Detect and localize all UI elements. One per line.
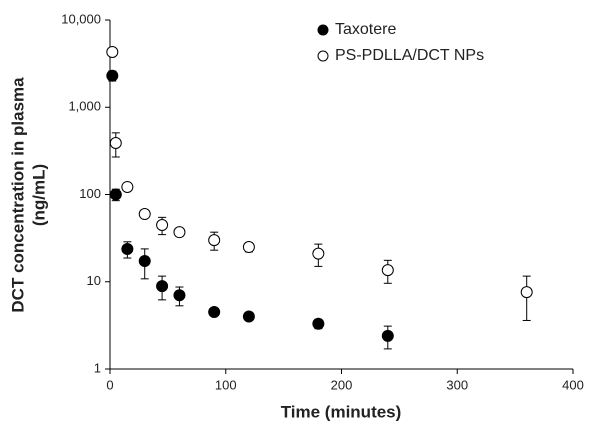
legend-label: Taxotere (335, 21, 396, 38)
point (312, 317, 325, 330)
x-axis-title: Time (minutes) (281, 402, 402, 421)
x-tick-label: 200 (331, 377, 353, 392)
point (520, 286, 533, 299)
point (109, 188, 122, 201)
point (381, 329, 394, 342)
x-tick-label: 300 (446, 377, 468, 392)
point (156, 219, 169, 232)
point (106, 45, 119, 58)
x-tick-label: 0 (106, 377, 113, 392)
legend-label: PS-PDLLA/DCT NPs (335, 47, 484, 64)
point (138, 254, 151, 267)
x-tick-label: 400 (562, 377, 584, 392)
y-tick-label: 10,000 (61, 11, 101, 26)
point (106, 69, 119, 82)
y-tick-label: 1 (94, 360, 101, 375)
y-axis-title-line: (ng/mL) (29, 164, 48, 226)
point (242, 310, 255, 323)
point (242, 241, 255, 254)
legend-marker (317, 24, 329, 36)
point (173, 226, 186, 239)
point (381, 264, 394, 277)
point (208, 306, 221, 319)
y-tick-label: 10 (87, 273, 101, 288)
point (138, 208, 151, 221)
x-tick-label: 100 (215, 377, 237, 392)
legend-marker (317, 50, 329, 62)
y-tick-label: 100 (79, 186, 101, 201)
point (121, 180, 134, 193)
point (121, 243, 134, 256)
point (109, 137, 122, 150)
point (208, 234, 221, 247)
y-axis-title: DCT concentration in plasma (ng/mL) (8, 77, 48, 313)
y-axis-title-line: DCT concentration in plasma (8, 77, 27, 313)
y-tick-label: 1,000 (68, 99, 101, 114)
point (312, 247, 325, 260)
point (173, 289, 186, 302)
point (156, 280, 169, 293)
